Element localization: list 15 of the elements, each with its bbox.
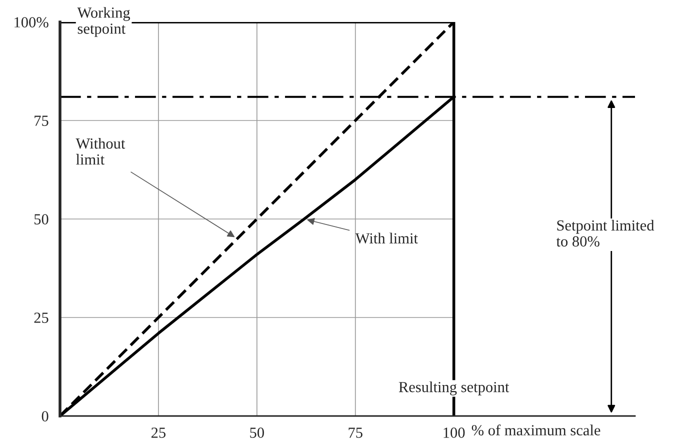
y-tick-label: 75 — [34, 116, 48, 126]
y-axis-title: Working setpoint — [77, 7, 130, 37]
x-tick-label: 50 — [250, 428, 264, 438]
x-axis-title: % of maximum scale — [472, 424, 600, 436]
x-tick-label: 75 — [348, 428, 362, 438]
annotation: Resulting setpoint — [398, 381, 510, 396]
annotation: Without limit — [76, 138, 126, 165]
annotation: With limit — [355, 232, 418, 244]
x-tick-label: 100 — [444, 428, 465, 438]
y-tick-label: 100% — [14, 17, 48, 28]
annotation: Setpoint limited to 80% — [556, 220, 654, 247]
x-tick-label: 25 — [151, 428, 166, 438]
y-tick-label: 0 — [42, 411, 48, 422]
y-tick-label: 25 — [34, 312, 48, 323]
y-tick-label: 50 — [34, 214, 48, 224]
